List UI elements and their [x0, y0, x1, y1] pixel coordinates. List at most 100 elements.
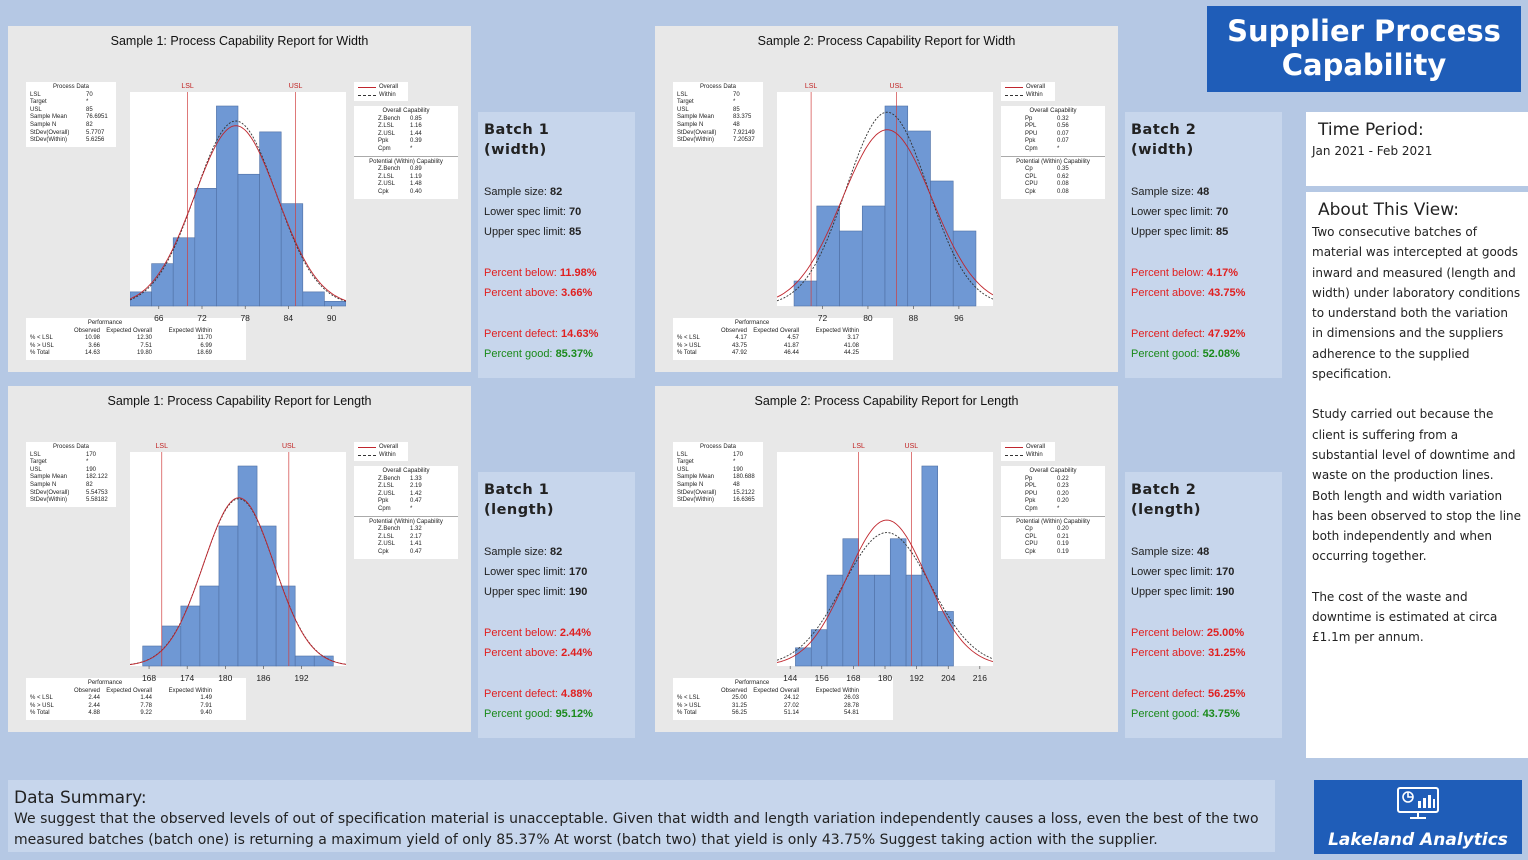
performance-row-label: % > USL — [677, 702, 701, 709]
legend-entry-within: Within — [358, 92, 404, 100]
process-data-value: * — [86, 459, 89, 466]
batch-stat-label: Sample size: — [484, 546, 551, 558]
capability-value: 0.89 — [410, 166, 422, 173]
process-data-key: USL — [30, 106, 42, 113]
capability-report-card: Sample 2: Process Capability Report for … — [655, 26, 1118, 372]
capability-value: 0.20 — [1057, 526, 1069, 533]
divider — [1001, 155, 1105, 157]
capability-value: * — [410, 145, 413, 152]
batch-stat-value: 25.00% — [1206, 627, 1245, 639]
batch-stat-label: Percent above: — [484, 647, 562, 659]
histogram-bar — [237, 173, 260, 307]
batch-stat-sample_size: Sample size: 48 — [1131, 186, 1209, 198]
process-data-key: Sample Mean — [677, 474, 715, 481]
process-data-heading: Process Data — [699, 84, 736, 90]
capability-row: Cpk 0.08 — [1005, 189, 1101, 197]
performance-cell: 51.14 — [783, 710, 799, 717]
about-card: About This View: Two consecutive batches… — [1306, 192, 1528, 758]
performance-cell: 3.66 — [88, 342, 100, 349]
lsl-marker-label: LSL — [181, 83, 194, 90]
overall-curve — [130, 125, 346, 302]
process-data-row: Target * — [30, 99, 112, 107]
overall-curve — [130, 497, 346, 666]
process-data-key: Sample N — [677, 121, 704, 128]
performance-header-row: Observed Expected Overall Expected Within — [30, 688, 242, 696]
performance-cell: 44.25 — [843, 350, 859, 357]
process-data-key: USL — [677, 106, 689, 113]
legend-label: Within — [379, 91, 396, 98]
capability-value: * — [410, 505, 413, 512]
process-data-key: LSL — [30, 91, 41, 98]
capability-row: CPL 0.21 — [1005, 534, 1101, 542]
batch-stat-value: 48 — [1197, 186, 1210, 198]
process-data-box: Process Data LSL 70 Target * USL 85 Sample Mean… — [26, 82, 116, 147]
performance-cell: 12.30 — [136, 335, 152, 342]
capability-box: Overall Capability Pp 0.32 PPL 0.56 PPU 0.07 Pp… — [1001, 106, 1105, 199]
performance-table: Performance Observed Expected Overall Expec… — [673, 678, 893, 720]
batch-stat-label: Sample size: — [1131, 186, 1198, 198]
overall-curve — [777, 519, 993, 664]
batch-stat-value: 70 — [1215, 206, 1229, 218]
batch-stat-label: Percent defect: — [1131, 328, 1209, 340]
capability-row: Pp 0.22 — [1005, 476, 1101, 484]
performance-cell: 41.08 — [843, 342, 859, 349]
process-data-row: LSL 70 — [677, 92, 759, 100]
process-data-value: 15.2122 — [733, 489, 755, 496]
capability-key: Z.USL — [378, 181, 396, 188]
performance-cell: 1.44 — [140, 695, 152, 702]
performance-cell: 25.00 — [731, 695, 747, 702]
performance-cell: 4.88 — [88, 710, 100, 717]
performance-cell: 4.17 — [735, 335, 747, 342]
x-tick-label: 204 — [941, 673, 955, 683]
histogram-bar — [172, 237, 196, 307]
capability-key: Cpm — [1025, 145, 1038, 152]
batch-stat-defect: Percent defect: 47.92% — [1131, 328, 1245, 340]
batch-stat-lsl: Lower spec limit: 70 — [484, 206, 581, 218]
process-data-row: Sample Mean 182.122 — [30, 474, 112, 482]
capability-row: Cpk 0.47 — [358, 549, 454, 557]
capability-row: Pp 0.32 — [1005, 116, 1101, 124]
capability-value: 0.35 — [1057, 166, 1069, 173]
performance-cell: 7.78 — [140, 702, 152, 709]
divider — [354, 515, 458, 517]
performance-row: % > USL 43.75 41.87 41.08 — [677, 343, 889, 351]
x-tick-label: 78 — [240, 313, 250, 323]
process-data-row: Sample Mean 76.6951 — [30, 114, 112, 122]
performance-heading: Performance — [734, 320, 770, 326]
capability-value: 1.48 — [410, 181, 422, 188]
capability-report-card: Sample 1: Process Capability Report for … — [8, 386, 471, 732]
performance-cell: 47.92 — [731, 350, 747, 357]
performance-cell: 6.99 — [200, 342, 212, 349]
process-data-key: StDev(Overall) — [677, 129, 717, 136]
capability-key: CPU — [1025, 541, 1038, 548]
batch-stat-good: Percent good: 85.37% — [484, 348, 593, 360]
capability-row: Z.Bench 1.32 — [358, 526, 454, 534]
capability-value: * — [1057, 505, 1060, 512]
batch-stat-label: Percent above: — [484, 287, 562, 299]
capability-key: Cp — [1025, 526, 1033, 533]
process-data-row: LSL 70 — [30, 92, 112, 100]
dashboard-title: Supplier Process Capability — [1207, 6, 1521, 92]
legend-label: Within — [1026, 451, 1043, 458]
performance-cell: 2.44 — [88, 695, 100, 702]
performance-cell: 4.57 — [787, 335, 799, 342]
batch-stat-label: Percent good: — [1131, 708, 1203, 720]
performance-col-header: Expected Within — [168, 327, 212, 334]
process-data-row: USL 190 — [30, 467, 112, 475]
performance-table: Performance Observed Expected Overall Expec… — [673, 318, 893, 360]
performance-cell: 54.81 — [843, 710, 859, 717]
process-data-value: * — [733, 99, 736, 106]
capability-value: 1.32 — [410, 526, 422, 533]
batch-stat-defect: Percent defect: 4.88% — [484, 688, 592, 700]
capability-key: Z.Bench — [378, 475, 401, 482]
capability-row: Cpm * — [358, 506, 454, 514]
capability-key: Cpk — [378, 188, 389, 195]
performance-row-label: % < LSL — [677, 695, 700, 702]
performance-col-header: Observed — [720, 687, 747, 694]
batch-stat-label: Percent good: — [484, 708, 556, 720]
process-data-row: StDev(Within) 5.6256 — [30, 137, 112, 145]
legend-entry-overall: Overall — [358, 444, 404, 452]
capability-value: 2.19 — [410, 483, 422, 490]
process-data-row: Target * — [30, 459, 112, 467]
performance-cell: 11.70 — [197, 335, 212, 342]
